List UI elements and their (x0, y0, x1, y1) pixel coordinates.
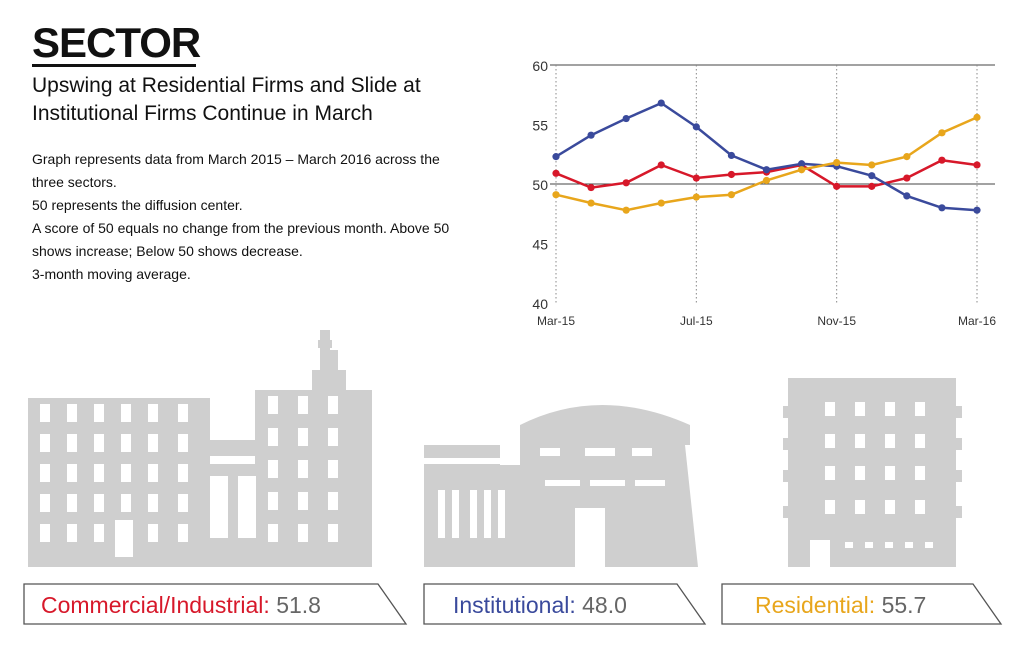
commercial-windows (40, 396, 338, 557)
data-point-commercial (727, 170, 736, 179)
data-point-residential (552, 191, 560, 199)
data-point-residential (657, 199, 665, 207)
sector-value: 55.7 (881, 592, 927, 618)
description-line: 50 represents the diffusion center. (32, 197, 243, 213)
sector-value: 51.8 (276, 592, 321, 618)
sector-name: Commercial/Industrial: (41, 592, 270, 618)
data-point-institutional (868, 172, 876, 180)
data-point-residential (727, 191, 736, 199)
data-point-residential (587, 199, 595, 207)
page-subtitle: Upswing at Residential Firms and Slide a… (32, 74, 421, 125)
data-point-commercial (587, 183, 595, 192)
data-point-residential (692, 193, 700, 201)
page-title: SECTOR (32, 19, 201, 66)
data-point-commercial (903, 174, 911, 182)
residential-building-icon (783, 378, 962, 567)
data-point-residential (938, 129, 946, 137)
data-point-institutional (657, 99, 665, 107)
x-tick-label: Mar-15 (537, 314, 575, 328)
commercial-building-icon (28, 330, 372, 567)
sector-label-commercial: Commercial/Industrial: 51.8 (23, 583, 408, 625)
data-point-institutional (938, 204, 946, 212)
x-tick-label: Nov-15 (817, 314, 856, 328)
y-tick-label: 40 (532, 296, 548, 312)
series-line-institutional (555, 101, 978, 212)
y-tick-label: 50 (532, 177, 548, 193)
x-tick-label: Jul-15 (680, 314, 713, 328)
data-point-institutional (903, 192, 911, 200)
data-point-institutional (552, 153, 560, 161)
data-point-residential (762, 176, 771, 185)
data-point-residential (622, 206, 630, 214)
data-point-institutional (587, 131, 595, 139)
data-point-institutional (797, 160, 806, 168)
y-tick-label: 60 (532, 58, 548, 74)
data-point-commercial (938, 156, 946, 164)
data-point-commercial (692, 174, 700, 182)
data-point-commercial (657, 161, 665, 169)
data-point-residential (973, 113, 981, 121)
sector-name: Residential: (755, 592, 876, 618)
data-point-residential (797, 166, 806, 174)
y-tick-label: 45 (532, 237, 548, 253)
sector-label-residential: Residential: 55.7 (721, 583, 1003, 625)
data-point-institutional (727, 151, 736, 160)
data-point-institutional (973, 206, 981, 214)
line-chart: 40 45 50 55 60 Mar-15 Jul-15 Nov-15 Mar-16 (532, 58, 996, 328)
data-point-residential (833, 158, 841, 167)
residential-windows (810, 402, 933, 567)
building-illustrations (28, 330, 962, 567)
description-line: A score of 50 equals no change from the … (32, 220, 450, 259)
institutional-windows (424, 448, 665, 567)
data-point-commercial (868, 182, 876, 190)
sector-label-institutional: Institutional: 48.0 (423, 583, 707, 625)
x-tick-label: Mar-16 (958, 314, 996, 328)
data-point-institutional (622, 114, 630, 123)
data-point-commercial (973, 161, 981, 169)
chart-description: Graph represents data from March 2015 – … (32, 148, 472, 286)
data-point-commercial (622, 179, 630, 187)
series-line-residential (555, 116, 978, 212)
data-point-residential (903, 153, 911, 161)
sector-name: Institutional: (453, 592, 576, 618)
description-line: 3-month moving average. (32, 266, 191, 282)
data-point-commercial (552, 169, 560, 177)
description-line: Graph represents data from March 2015 – … (32, 151, 440, 190)
data-point-residential (868, 161, 876, 169)
sector-value: 48.0 (582, 592, 627, 618)
data-point-institutional (692, 123, 700, 131)
data-point-institutional (762, 166, 771, 174)
data-point-commercial (833, 182, 841, 190)
y-tick-label: 55 (532, 118, 548, 134)
title-underline (32, 64, 196, 67)
